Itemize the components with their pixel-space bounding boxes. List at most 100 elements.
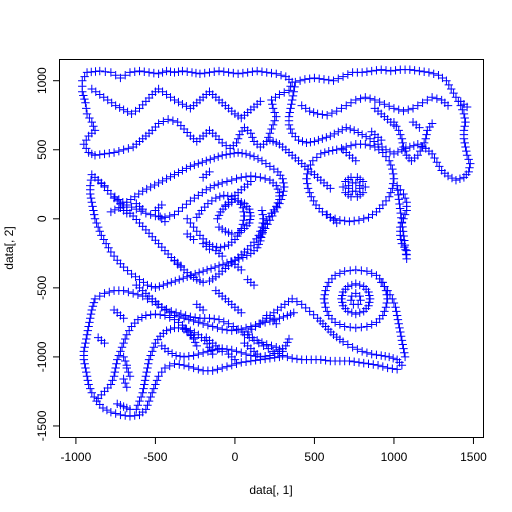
data-point	[305, 106, 314, 116]
data-point	[90, 294, 100, 304]
data-point	[248, 67, 257, 76]
data-point	[246, 322, 256, 331]
data-point	[427, 119, 437, 128]
data-point	[276, 195, 286, 204]
data-point	[284, 297, 293, 306]
data-point	[151, 380, 160, 389]
data-point	[361, 93, 370, 102]
data-point	[171, 351, 181, 360]
data-point	[190, 338, 200, 347]
data-point	[215, 192, 225, 201]
data-point	[179, 360, 189, 370]
data-point	[427, 93, 437, 102]
data-point	[362, 267, 372, 276]
data-point	[399, 214, 408, 224]
data-point	[320, 298, 329, 308]
data-point	[189, 363, 198, 373]
data-point	[400, 193, 410, 203]
data-point	[375, 97, 384, 107]
data-point	[349, 216, 359, 226]
data-point	[332, 218, 341, 228]
data-point	[324, 75, 333, 85]
data-point	[218, 260, 228, 269]
data-point	[213, 365, 222, 374]
data-point	[133, 315, 143, 324]
data-point	[342, 101, 351, 110]
data-point	[83, 376, 93, 385]
data-point	[135, 396, 144, 406]
data-point	[165, 211, 174, 221]
data-point	[79, 347, 89, 356]
data-point	[257, 206, 267, 215]
y-tick-label: -500	[35, 276, 49, 300]
data-point	[139, 384, 148, 393]
data-point	[303, 179, 312, 188]
data-point	[286, 104, 295, 113]
data-point	[229, 322, 238, 331]
data-point	[351, 309, 360, 319]
data-point	[158, 176, 167, 186]
data-point	[178, 66, 187, 76]
data-point	[178, 99, 187, 109]
data-point	[346, 141, 356, 150]
data-point	[281, 341, 291, 351]
y-tick-label: 0	[35, 215, 49, 222]
data-point	[357, 68, 367, 77]
data-point	[397, 218, 407, 227]
data-point	[135, 410, 144, 420]
data-point	[178, 323, 187, 333]
data-point	[342, 123, 351, 132]
data-point	[287, 99, 296, 109]
data-point	[203, 347, 213, 356]
data-point	[233, 148, 243, 157]
data-point	[369, 360, 378, 369]
data-point	[260, 318, 270, 327]
data-point	[418, 142, 427, 152]
data-point	[338, 72, 348, 81]
plot-frame	[59, 59, 484, 438]
data-point	[305, 74, 314, 83]
data-point	[79, 140, 89, 149]
data-point	[119, 105, 128, 114]
data-point	[171, 276, 180, 286]
data-point	[354, 215, 364, 225]
data-point	[106, 407, 116, 417]
data-point	[451, 93, 461, 102]
data-point	[205, 167, 214, 177]
data-point	[84, 322, 93, 331]
data-point	[159, 117, 168, 126]
data-point	[256, 173, 265, 182]
data-point	[144, 355, 154, 364]
data-point	[305, 188, 314, 197]
data-point	[87, 388, 97, 398]
data-point	[309, 108, 318, 117]
data-point	[194, 365, 203, 374]
data-point	[394, 195, 404, 204]
data-point	[276, 70, 286, 80]
data-point	[81, 98, 90, 108]
data-point	[355, 308, 364, 317]
data-point	[389, 174, 399, 183]
data-point	[83, 326, 93, 335]
data-point	[241, 349, 251, 359]
data-point	[351, 265, 360, 275]
data-point	[365, 94, 375, 103]
data-point	[444, 80, 454, 90]
data-point	[219, 191, 228, 200]
data-point	[243, 68, 252, 77]
data-point	[327, 108, 337, 118]
data-point	[182, 164, 191, 173]
data-point	[235, 130, 244, 139]
data-point	[154, 178, 163, 188]
data-point	[337, 104, 346, 113]
data-point	[167, 307, 176, 316]
data-point	[391, 66, 400, 75]
data-point	[415, 66, 424, 76]
data-point	[372, 318, 381, 327]
data-point	[310, 137, 319, 146]
data-point	[218, 151, 227, 160]
data-point	[166, 325, 175, 334]
data-point	[384, 352, 394, 362]
data-point	[153, 335, 162, 344]
